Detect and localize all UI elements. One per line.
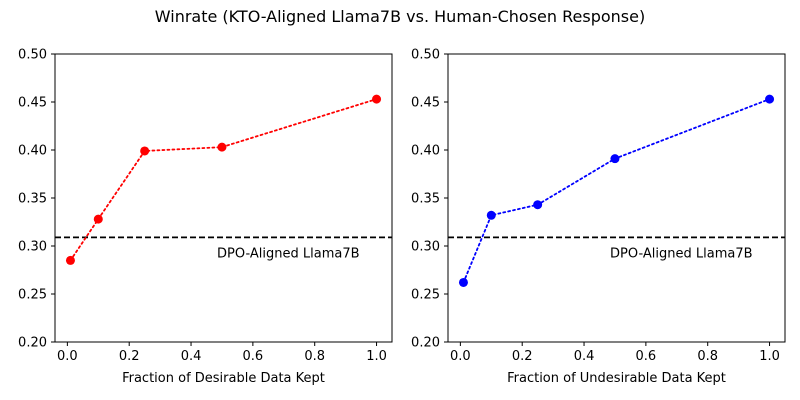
x-tick-label: 0.4 bbox=[574, 349, 595, 364]
axes-frame bbox=[54, 53, 393, 343]
x-axis-label: Fraction of Undesirable Data Kept bbox=[507, 371, 726, 386]
figure-title: Winrate (KTO-Aligned Llama7B vs. Human-C… bbox=[155, 7, 645, 26]
x-tick-label: 0.6 bbox=[636, 349, 657, 364]
reference-line-label: DPO-Aligned Llama7B bbox=[610, 246, 752, 261]
series-line bbox=[69, 98, 378, 262]
y-tick-label: 0.35 bbox=[18, 192, 47, 207]
data-point bbox=[458, 277, 468, 287]
x-tick-label: 1.0 bbox=[366, 349, 387, 364]
x-tick-label: 0.0 bbox=[57, 349, 78, 364]
x-tick-label: 0.0 bbox=[450, 349, 471, 364]
y-tick-label: 0.45 bbox=[411, 96, 440, 111]
x-tick-label: 0.4 bbox=[181, 349, 202, 364]
y-tick-label: 0.45 bbox=[18, 96, 47, 111]
y-tick-label: 0.20 bbox=[411, 336, 440, 351]
data-point bbox=[372, 94, 382, 104]
x-tick-label: 1.0 bbox=[759, 349, 780, 364]
data-point bbox=[93, 214, 103, 224]
chart-undesirable: 0.0 0.2 0.4 0.6 0.8 1.0 0.20 0.25 0.30 0.35 0.40 0.… bbox=[411, 48, 786, 386]
x-tick-label: 0.2 bbox=[512, 349, 533, 364]
axes-frame bbox=[447, 53, 786, 343]
y-tick-label: 0.50 bbox=[411, 48, 440, 63]
y-tick-label: 0.50 bbox=[18, 48, 47, 63]
x-tick-label: 0.8 bbox=[697, 349, 718, 364]
reference-line-label: DPO-Aligned Llama7B bbox=[217, 246, 359, 261]
chart-desirable: 0.0 0.2 0.4 0.6 0.8 1.0 0.20 0.25 0.30 0.35 0.40 0.… bbox=[18, 48, 393, 386]
data-point bbox=[486, 210, 496, 220]
y-tick-label: 0.20 bbox=[18, 336, 47, 351]
y-tick-label: 0.25 bbox=[411, 288, 440, 303]
y-tick-label: 0.30 bbox=[18, 240, 47, 255]
y-tick-label: 0.40 bbox=[411, 144, 440, 159]
data-point bbox=[65, 255, 75, 265]
y-tick-label: 0.35 bbox=[411, 192, 440, 207]
x-tick-label: 0.6 bbox=[243, 349, 264, 364]
data-point bbox=[140, 146, 150, 156]
y-tick-label: 0.30 bbox=[411, 240, 440, 255]
x-tick-label: 0.2 bbox=[119, 349, 140, 364]
y-tick-label: 0.25 bbox=[18, 288, 47, 303]
data-point bbox=[610, 154, 620, 164]
x-axis-label: Fraction of Desirable Data Kept bbox=[122, 371, 325, 386]
x-tick-label: 0.8 bbox=[304, 349, 325, 364]
data-point bbox=[765, 94, 775, 104]
data-point bbox=[217, 142, 227, 152]
y-tick-label: 0.40 bbox=[18, 144, 47, 159]
data-point bbox=[533, 200, 543, 210]
